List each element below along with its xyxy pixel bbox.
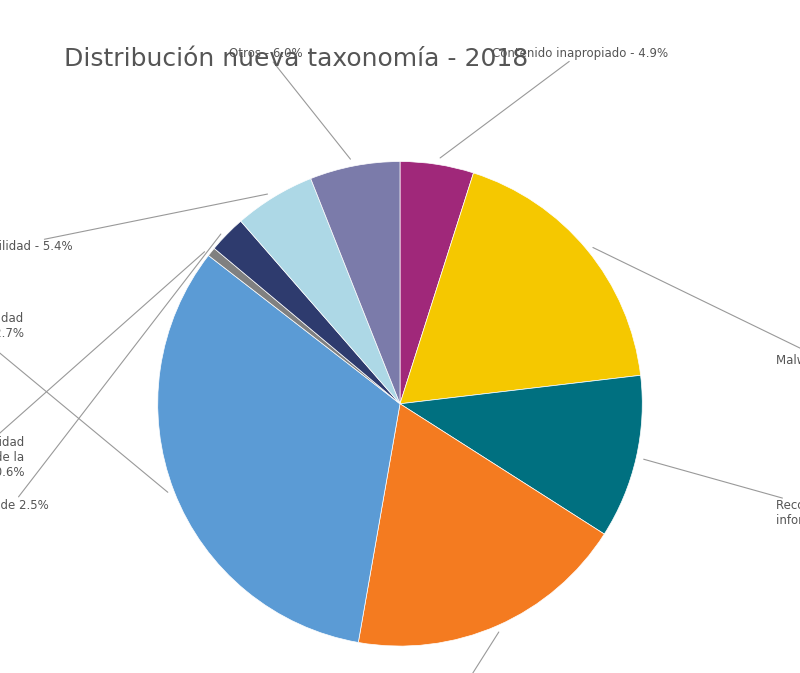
- Wedge shape: [400, 376, 642, 534]
- Text: Vulnerabilidad - 5.4%: Vulnerabilidad - 5.4%: [0, 194, 267, 253]
- Wedge shape: [358, 404, 604, 646]
- Text: Distribución nueva taxonomía - 2018: Distribución nueva taxonomía - 2018: [64, 47, 528, 71]
- Text: Fraude 2.5%: Fraude 2.5%: [0, 234, 221, 512]
- Text: Seguridad
de la
Información 0.6%: Seguridad de la Información 0.6%: [0, 252, 205, 479]
- Wedge shape: [158, 256, 400, 643]
- Text: Acceso Indebido - 18.7%: Acceso Indebido - 18.7%: [340, 632, 498, 673]
- Wedge shape: [400, 162, 474, 404]
- Wedge shape: [209, 248, 400, 404]
- Wedge shape: [241, 178, 400, 404]
- Text: Otros - 6.0%: Otros - 6.0%: [230, 46, 350, 160]
- Wedge shape: [400, 173, 641, 404]
- Text: Malware - 18.2%: Malware - 18.2%: [593, 248, 800, 367]
- Wedge shape: [214, 221, 400, 404]
- Text: Contenido inapropiado - 4.9%: Contenido inapropiado - 4.9%: [440, 46, 668, 158]
- Text: Recolección de
información - 10.9%: Recolección de información - 10.9%: [644, 459, 800, 527]
- Text: Indisponibilidad
de sistema - 32.7%: Indisponibilidad de sistema - 32.7%: [0, 312, 168, 492]
- Wedge shape: [310, 162, 400, 404]
